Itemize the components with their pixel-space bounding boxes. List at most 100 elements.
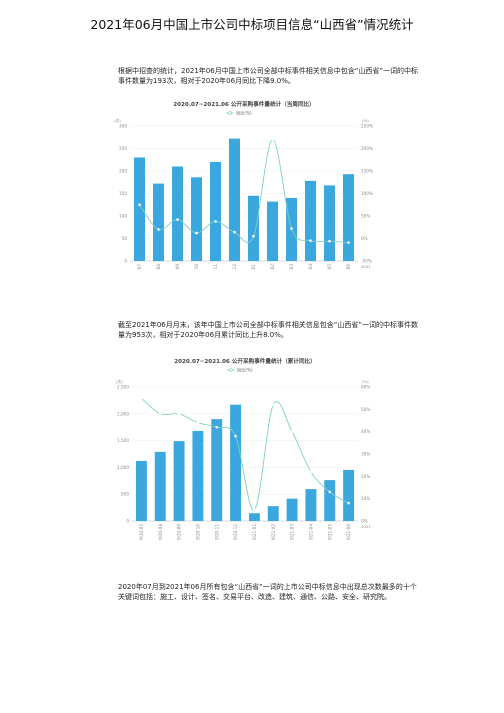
line-point <box>196 421 200 425</box>
x-tick-label: 2020-08 <box>156 264 161 270</box>
y-tick-left: 150 <box>119 191 127 196</box>
right-axis-label: 2021 <box>361 524 371 529</box>
bar <box>173 441 185 521</box>
line-point <box>290 227 293 230</box>
x-tick-label: 2021-06 <box>346 264 351 270</box>
y-tick-left: 250 <box>119 146 127 151</box>
bar <box>135 460 147 521</box>
bar <box>323 185 336 261</box>
chart-cumulative-svg: 2020.07~2021.06 公开采购事件量统计（累计同比） 同比(%) (次) (… <box>116 357 371 540</box>
x-tick-label: 2021-03 <box>289 264 294 270</box>
line-point <box>347 501 350 505</box>
x-tick-label: 2020-10 <box>195 524 200 540</box>
line-point <box>271 138 274 141</box>
line-point <box>158 412 162 416</box>
line-point <box>140 396 143 400</box>
y-tick-left: 0 <box>126 519 129 524</box>
y-tick-right: 30% <box>361 452 370 457</box>
bar <box>133 157 146 261</box>
y-tick-left: 1,500 <box>117 438 129 443</box>
bar <box>209 162 222 261</box>
right-axis-unit: (%) <box>362 379 369 384</box>
chart-cumulative-yoy: 2020.07~2021.06 公开采购事件量统计（累计同比） 同比(%) (次) (… <box>112 355 384 540</box>
y-tick-left: 50 <box>122 236 128 241</box>
line-point <box>214 220 217 223</box>
y-tick-left: 300 <box>119 124 127 129</box>
bar <box>228 138 241 261</box>
right-axis-unit: (%) <box>362 118 369 123</box>
y-tick-right: 20% <box>361 474 370 479</box>
y-tick-left: 1,000 <box>117 465 129 470</box>
paragraph-keywords: 2020年07月到2021年06月所有包含“山西省”一词的上市公司中标信息中出现… <box>118 583 417 601</box>
page-title: 2021年06月中国上市公司中标项目信息“山西省”情况统计 <box>90 17 414 32</box>
x-tick-label: 2020-12 <box>233 524 238 540</box>
y-tick-left: 500 <box>121 492 129 497</box>
x-tick-label: 2021-05 <box>327 264 332 270</box>
chart-monthly-yoy: 2020.07~2021.06 公开采购事件量统计（当周同比） 同比(%) (次) (… <box>112 98 384 270</box>
legend-marker-swatch <box>229 368 233 372</box>
bar <box>152 183 165 261</box>
y-tick-right: 60% <box>361 385 370 390</box>
chart-title: 2020.07~2021.06 公开采购事件量统计（当周同比） <box>173 100 315 108</box>
line-point <box>157 228 160 231</box>
chart-monthly-svg: 2020.07~2021.06 公开采购事件量统计（当周同比） 同比(%) (次) (… <box>114 100 373 270</box>
bar <box>342 174 355 261</box>
bar <box>154 451 166 521</box>
y-tick-right: 0% <box>361 519 368 524</box>
x-tick-label: 2020-09 <box>175 264 180 270</box>
x-tick-label: 2021-03 <box>290 524 295 540</box>
x-tick-label: 2021-06 <box>346 524 351 540</box>
y-tick-right: 200% <box>361 146 373 151</box>
x-tick-label: 2021-05 <box>327 524 332 540</box>
x-tick-label: 2021-01 <box>252 524 257 540</box>
bar <box>211 419 223 521</box>
bar <box>305 489 317 521</box>
line-point <box>177 412 181 416</box>
bar <box>266 201 279 261</box>
bar <box>247 195 260 261</box>
x-tick-label: 2020-08 <box>158 524 163 540</box>
x-tick-label: 2020-09 <box>177 524 182 540</box>
series-line <box>139 139 349 243</box>
line-point <box>309 239 312 243</box>
line-point <box>290 430 294 434</box>
line-point <box>176 218 179 221</box>
x-tick-label: 2020-07 <box>137 264 142 270</box>
line-point <box>328 490 332 494</box>
line-point <box>215 425 219 429</box>
x-tick-label: 2021-04 <box>308 524 313 540</box>
line-point <box>233 230 236 234</box>
paragraph-monthly: 根据中招查的统计，2021年06月中国上市公司全部中标事件相关信息中包含“山西省… <box>118 67 418 85</box>
y-tick-left: 2,500 <box>117 385 129 390</box>
x-tick-label: 2020-10 <box>194 264 199 270</box>
legend-label: 同比(%) <box>237 367 253 374</box>
x-tick-label: 2020-07 <box>139 524 144 540</box>
bar <box>343 469 355 521</box>
line-point <box>234 434 237 438</box>
line-point <box>328 239 331 243</box>
line-point <box>309 470 313 474</box>
line-point <box>195 231 198 235</box>
bar <box>267 506 279 521</box>
bar <box>248 513 260 521</box>
y-tick-right: 150% <box>361 169 373 174</box>
x-tick-label: 2021-02 <box>271 524 276 540</box>
y-tick-right: -50% <box>361 259 372 264</box>
chart-title: 2020.07~2021.06 公开采购事件量统计（累计同比） <box>174 357 316 365</box>
bar <box>286 498 298 521</box>
y-tick-right: 250% <box>361 124 373 129</box>
y-tick-left: 0 <box>124 259 127 264</box>
bar <box>324 480 336 521</box>
series-line <box>141 397 349 511</box>
line-point <box>252 234 255 238</box>
x-tick-label: 2020-11 <box>213 264 218 270</box>
x-tick-label: 2021-01 <box>251 264 256 270</box>
bar <box>171 166 184 261</box>
x-tick-label: 2021-02 <box>270 264 275 270</box>
bar <box>192 430 204 521</box>
line-point <box>253 508 256 512</box>
y-tick-right: 0% <box>361 236 368 241</box>
right-axis-label: 2021 <box>361 264 371 269</box>
y-tick-right: 100% <box>361 191 373 196</box>
line-point <box>271 403 275 407</box>
